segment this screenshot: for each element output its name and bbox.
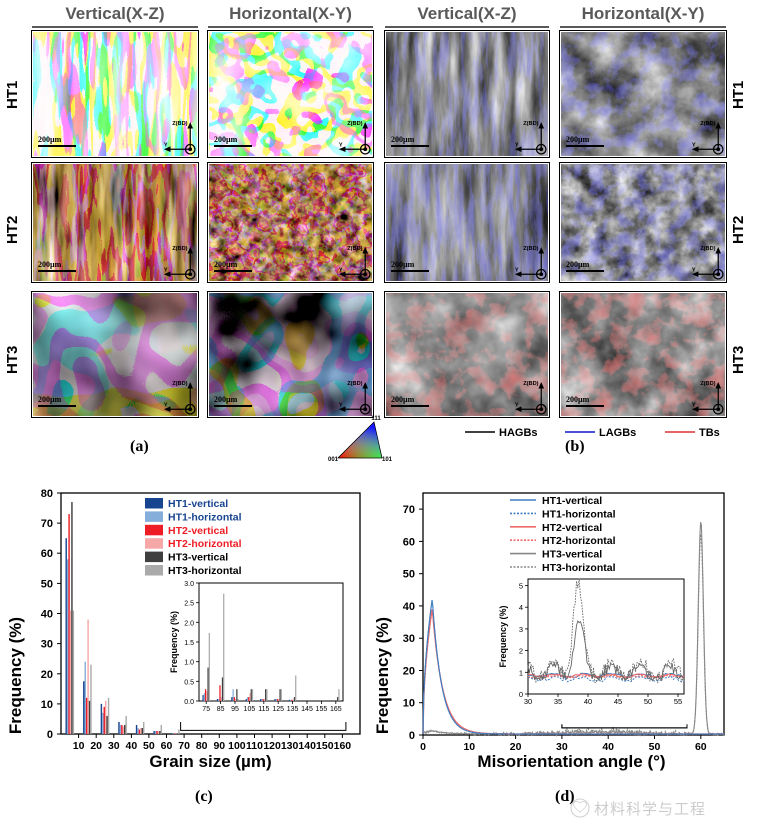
svg-text:50: 50 <box>143 740 155 752</box>
svg-text:2.5: 2.5 <box>184 601 194 608</box>
svg-text:80: 80 <box>196 740 208 752</box>
svg-text:125: 125 <box>272 706 284 713</box>
svg-text:60: 60 <box>403 536 415 548</box>
svg-text:2.0: 2.0 <box>184 620 194 627</box>
svg-text:70: 70 <box>178 740 190 752</box>
svg-text:140: 140 <box>298 740 316 752</box>
svg-text:HT3-horizontal: HT3-horizontal <box>542 562 616 574</box>
svg-text:HT2-vertical: HT2-vertical <box>542 522 602 534</box>
svg-text:HT3-horizontal: HT3-horizontal <box>168 565 242 577</box>
svg-text:45: 45 <box>614 697 622 706</box>
svg-text:165: 165 <box>330 706 342 713</box>
svg-text:Frequency (%): Frequency (%) <box>169 611 179 673</box>
svg-text:HT2-horizontal: HT2-horizontal <box>168 538 242 550</box>
svg-text:30: 30 <box>41 639 53 651</box>
svg-text:HT1-vertical: HT1-vertical <box>168 498 228 510</box>
svg-text:160: 160 <box>334 740 352 752</box>
svg-text:20: 20 <box>90 740 102 752</box>
svg-text:4: 4 <box>519 603 523 612</box>
svg-text:0.0: 0.0 <box>184 699 194 706</box>
svg-text:110: 110 <box>246 740 263 752</box>
svg-text:80: 80 <box>41 488 53 500</box>
svg-text:150: 150 <box>316 740 334 752</box>
svg-text:HT2-vertical: HT2-vertical <box>168 525 228 537</box>
svg-text:30: 30 <box>403 633 415 645</box>
svg-text:1.5: 1.5 <box>184 640 194 647</box>
svg-text:50: 50 <box>403 569 415 581</box>
svg-text:85: 85 <box>217 706 225 713</box>
svg-text:5: 5 <box>519 582 523 591</box>
svg-text:20: 20 <box>41 669 53 681</box>
svg-text:HT2-horizontal: HT2-horizontal <box>542 535 616 547</box>
svg-text:120: 120 <box>263 740 281 752</box>
svg-text:90: 90 <box>213 740 225 752</box>
svg-text:0: 0 <box>47 729 53 741</box>
svg-text:HT1-vertical: HT1-vertical <box>542 495 602 507</box>
svg-text:0: 0 <box>409 730 415 742</box>
svg-text:Frequency (%): Frequency (%) <box>498 605 508 667</box>
svg-text:40: 40 <box>126 740 138 752</box>
svg-text:60: 60 <box>161 740 173 752</box>
svg-text:30: 30 <box>108 740 120 752</box>
svg-text:115: 115 <box>258 706 269 713</box>
svg-text:30: 30 <box>524 697 532 706</box>
svg-text:2: 2 <box>519 647 523 656</box>
svg-text:130: 130 <box>281 740 299 752</box>
svg-text:75: 75 <box>202 706 210 713</box>
svg-text:50: 50 <box>644 697 652 706</box>
svg-text:40: 40 <box>584 697 592 706</box>
svg-text:155: 155 <box>316 706 328 713</box>
svg-text:HT1-horizontal: HT1-horizontal <box>168 511 242 523</box>
svg-text:40: 40 <box>41 609 53 621</box>
svg-text:35: 35 <box>554 697 562 706</box>
svg-text:1.0: 1.0 <box>184 660 194 667</box>
svg-text:10: 10 <box>73 740 85 752</box>
svg-text:70: 70 <box>41 518 53 530</box>
svg-text:0: 0 <box>519 690 523 699</box>
svg-text:HT3-vertical: HT3-vertical <box>168 552 228 564</box>
svg-text:50: 50 <box>41 578 53 590</box>
svg-text:HT3-vertical: HT3-vertical <box>542 549 602 561</box>
svg-text:HT1-horizontal: HT1-horizontal <box>542 508 616 520</box>
svg-text:105: 105 <box>244 706 256 713</box>
svg-text:0.5: 0.5 <box>184 679 194 686</box>
svg-text:55: 55 <box>674 697 682 706</box>
svg-text:145: 145 <box>301 706 313 713</box>
svg-text:100: 100 <box>228 740 246 752</box>
svg-text:70: 70 <box>403 504 415 516</box>
svg-text:135: 135 <box>287 706 299 713</box>
svg-text:3: 3 <box>519 625 523 634</box>
svg-text:20: 20 <box>403 666 415 678</box>
svg-text:60: 60 <box>41 548 53 560</box>
svg-text:95: 95 <box>231 706 239 713</box>
svg-text:40: 40 <box>403 601 415 613</box>
svg-text:3.0: 3.0 <box>184 581 194 588</box>
svg-text:10: 10 <box>403 698 415 710</box>
svg-text:10: 10 <box>41 699 53 711</box>
svg-text:1: 1 <box>519 668 523 677</box>
